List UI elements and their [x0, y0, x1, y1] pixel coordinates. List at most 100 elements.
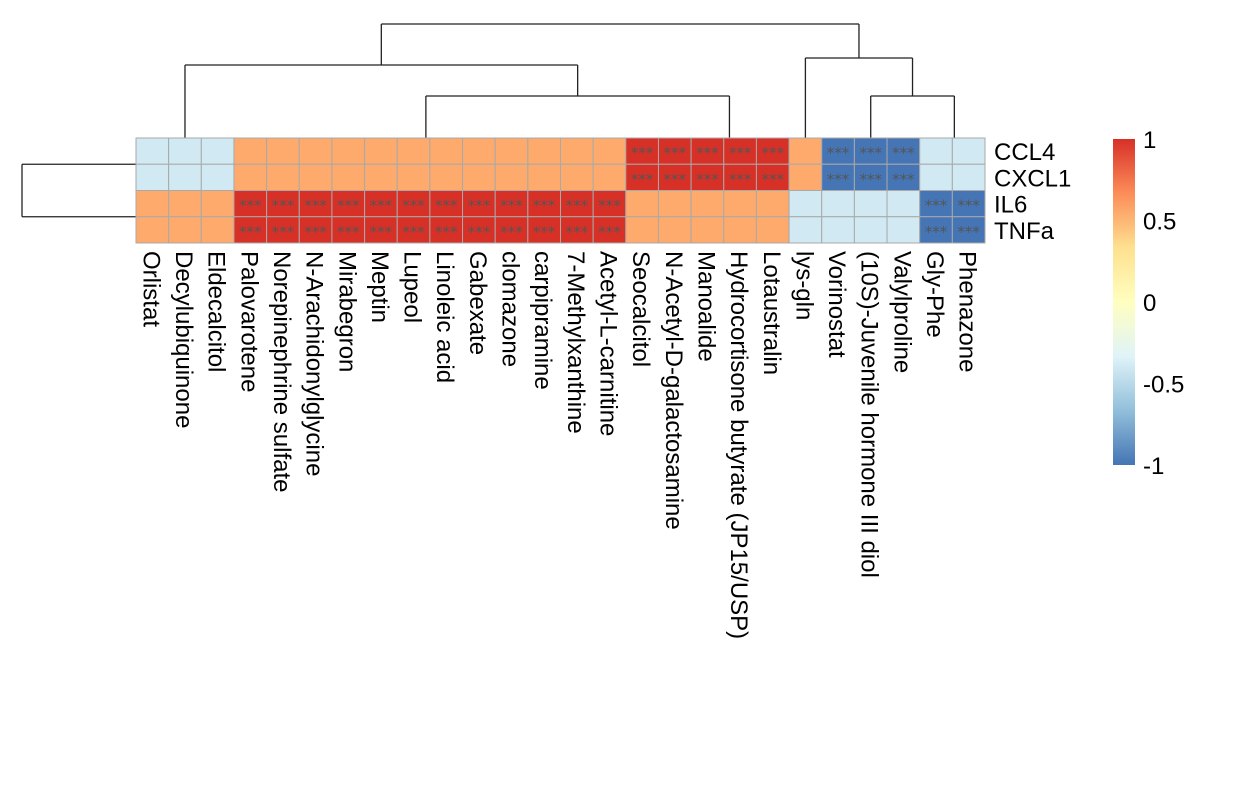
heatmap-cell: [853, 163, 888, 191]
significance-label: ***: [566, 223, 589, 241]
column-label: Acetyl-L-carnitine: [594, 251, 621, 436]
heatmap-cell: [625, 216, 659, 244]
heatmap-cell: [233, 163, 268, 191]
significance-label: ***: [566, 197, 589, 215]
column-label: N-Arachidonylglycine: [301, 251, 328, 476]
heatmap-cell: [396, 137, 431, 165]
heatmap-cell: [266, 163, 300, 191]
heatmap-cell: [298, 190, 333, 218]
legend-tick-label: 0.5: [1143, 209, 1176, 236]
significance-label: ***: [304, 197, 327, 215]
column-label: Norepinephrine sulfate: [268, 251, 295, 493]
heatmap-cell: [298, 163, 333, 191]
heatmap-cell: [690, 216, 725, 244]
column-label: Lotaustralin: [758, 251, 785, 375]
significance-label: ***: [598, 223, 621, 241]
heatmap-cell: [527, 163, 561, 191]
heatmap-cell: [723, 163, 757, 191]
heatmap-cell: [592, 216, 627, 244]
legend-tick-labels: 1 0.5 0 -0.5 -1: [1143, 127, 1184, 480]
heatmap-cell: [657, 163, 692, 191]
heatmap-cell: [560, 163, 594, 191]
significance-label: ***: [696, 170, 719, 188]
significance-label: ***: [337, 197, 360, 215]
column-label: Palovarotene: [235, 251, 262, 392]
column-label: Linoleic acid: [431, 251, 458, 383]
heatmap-cell: [723, 190, 757, 218]
significance-label: ***: [435, 223, 458, 241]
heatmap-cell: [690, 190, 725, 218]
significance-label: ***: [500, 223, 523, 241]
significance-label: ***: [533, 223, 556, 241]
significance-label: ***: [468, 223, 491, 241]
significance-label: ***: [239, 223, 262, 241]
column-label: carpipramine: [529, 251, 556, 390]
significance-label: ***: [631, 144, 654, 162]
column-label: Manoalide: [692, 251, 719, 362]
column-label: 7-Methylxanthine: [562, 251, 589, 434]
legend-tick-label: -1: [1143, 453, 1164, 480]
heatmap-cell: [168, 163, 202, 191]
heatmap-cell: [951, 137, 986, 165]
heatmap-cell: [462, 216, 496, 244]
significance-label: ***: [598, 197, 621, 215]
heatmap-cell: [200, 163, 235, 191]
heatmap-cell: [788, 163, 823, 191]
heatmap-cell: [527, 190, 561, 218]
heatmap-cell: [364, 216, 398, 244]
significance-annotations: *** *** *** *** *** *** *** *** *** *** *** *** *** *…: [239, 144, 980, 241]
column-label: Hydrocortisone butyrate (JP15/USP): [725, 251, 752, 639]
significance-label: ***: [370, 223, 393, 241]
column-label: N-Acetyl-D-galactosamine: [660, 251, 687, 530]
significance-label: ***: [892, 144, 915, 162]
column-label: Eldecalcitol: [203, 251, 230, 372]
heatmap-cell: [657, 190, 692, 218]
color-legend: 1 0.5 0 -0.5 -1: [1113, 127, 1184, 480]
significance-label: ***: [468, 197, 491, 215]
heatmap-cell: [494, 190, 529, 218]
significance-label: ***: [957, 197, 980, 215]
heatmap-cell: [266, 216, 300, 244]
row-label: IL6: [994, 192, 1027, 219]
heatmap-cell: [396, 163, 431, 191]
significance-label: ***: [402, 223, 425, 241]
heatmap-cell: [494, 137, 529, 165]
heatmap-cell: [560, 137, 594, 165]
significance-label: ***: [827, 170, 850, 188]
heatmap-cell: [951, 216, 986, 244]
heatmap-cell: [821, 190, 855, 218]
heatmap-cell: [266, 137, 300, 165]
heatmap-cell: [462, 137, 496, 165]
heatmap-cell: [331, 137, 366, 165]
heatmap-cell: [298, 216, 333, 244]
significance-label: ***: [272, 223, 295, 241]
heatmap-cell: [788, 216, 823, 244]
heatmap-cell: [723, 216, 757, 244]
row-label: TNFa: [994, 218, 1055, 245]
heatmap-cell: [821, 216, 855, 244]
heatmap-cell: [429, 137, 464, 165]
significance-label: ***: [631, 170, 654, 188]
column-label: (10S)-Juvenile hormone III diol: [856, 251, 883, 578]
heatmap-cell: [919, 163, 953, 191]
significance-label: ***: [859, 144, 882, 162]
significance-label: ***: [239, 197, 262, 215]
significance-label: ***: [402, 197, 425, 215]
column-label: Decylubiquinone: [170, 251, 197, 428]
legend-tick-label: -0.5: [1143, 372, 1184, 399]
heatmap-cell: [592, 137, 627, 165]
heatmap-cell: [135, 216, 170, 244]
heatmap-cell: [592, 163, 627, 191]
heatmap-cell: [135, 137, 170, 165]
significance-label: ***: [762, 170, 785, 188]
heatmap-cell: [657, 216, 692, 244]
heatmap-cell: [821, 137, 855, 165]
heatmap-cell: [331, 163, 366, 191]
significance-label: ***: [762, 144, 785, 162]
heatmap-cell: [364, 137, 398, 165]
column-label: Vorinostat: [823, 251, 850, 358]
heatmap-cell: [233, 137, 268, 165]
significance-label: ***: [272, 197, 295, 215]
heatmap-cell: [886, 163, 921, 191]
